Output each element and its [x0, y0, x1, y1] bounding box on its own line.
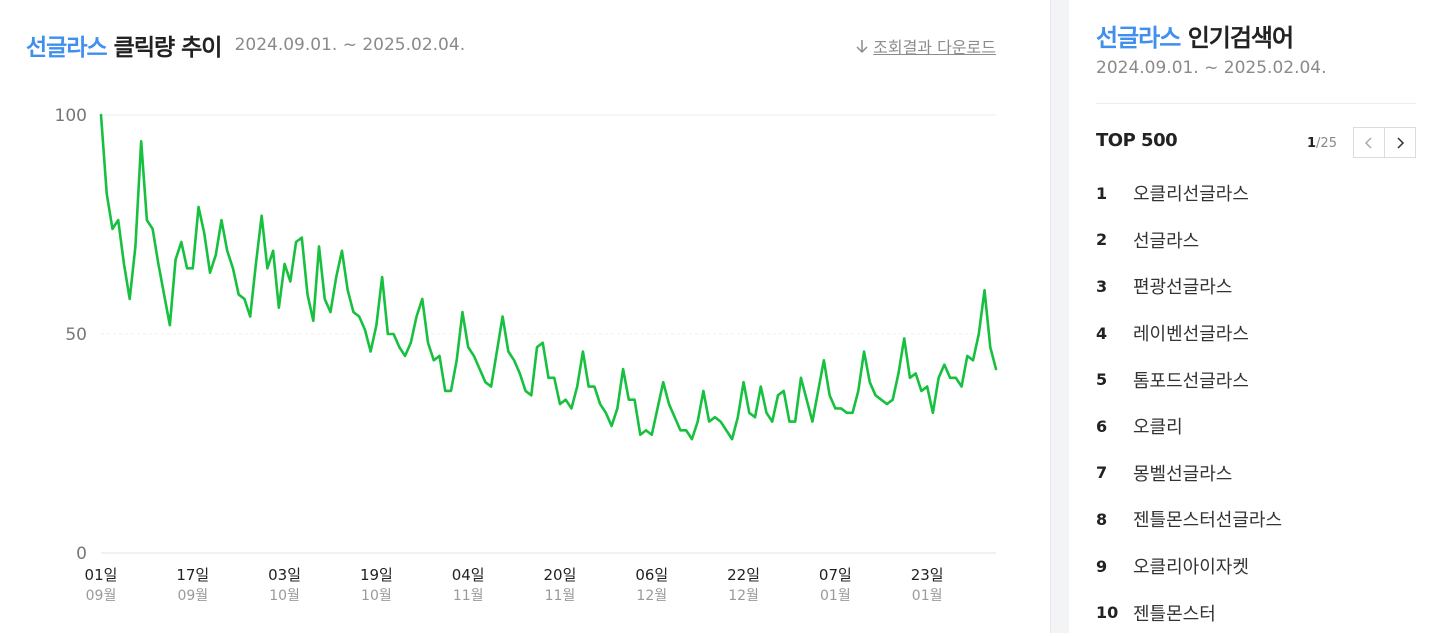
x-tick-month: 12월	[636, 588, 667, 604]
rank-title: 선글라스 인기검색어	[1096, 18, 1294, 53]
rank-number: 8	[1096, 509, 1108, 529]
rank-item-8[interactable]: 8 젠틀몬스터선글라스	[1096, 496, 1282, 543]
rank-number: 2	[1096, 230, 1108, 250]
rank-keyword-text: 레이벤선글라스	[1133, 324, 1249, 346]
rank-keyword-text: 오클리아이자켓	[1133, 557, 1249, 579]
x-tick-day: 07일	[819, 566, 852, 584]
grid-lines	[101, 114, 996, 554]
rank-number: 5	[1096, 370, 1108, 390]
rank-keyword-text: 톰포드선글라스	[1133, 370, 1249, 392]
x-tick-day: 17일	[176, 566, 209, 584]
x-axis-ticks: 01일 09월 17일 09월 03일 10월 19일 10월 04일 11월 20일 11월 06일 1…	[85, 566, 944, 604]
panel-divider	[1050, 0, 1069, 633]
x-tick-day: 22일	[727, 566, 760, 584]
x-tick-month: 11월	[453, 588, 484, 604]
x-tick-month: 09월	[86, 588, 117, 604]
prev-page-button[interactable]	[1353, 127, 1385, 158]
series-layer	[99, 113, 998, 441]
page-indicator: 1/25	[1307, 136, 1337, 151]
rank-number: 9	[1096, 556, 1108, 576]
page-total: /25	[1316, 136, 1337, 151]
y-tick-label: 100	[55, 106, 87, 126]
x-tick-month: 10월	[269, 588, 300, 604]
rank-item-4[interactable]: 4 레이벤선글라스	[1096, 310, 1282, 357]
rank-title-suffix: 인기검색어	[1187, 24, 1294, 52]
chart-title: 선글라스 클릭량 추이	[26, 35, 223, 61]
x-tick-month: 10월	[361, 588, 392, 604]
rank-keyword-text: 편광선글라스	[1133, 277, 1233, 299]
y-tick-label: 0	[76, 544, 87, 564]
chart-header: 선글라스 클릭량 추이 2024.09.01. ~ 2025.02.04.	[26, 28, 465, 62]
rank-keyword: 선글라스	[1096, 24, 1181, 52]
rank-number: 6	[1096, 416, 1108, 436]
x-tick-month: 09월	[177, 588, 208, 604]
click-trend-panel: 선글라스 클릭량 추이 2024.09.01. ~ 2025.02.04. 조회…	[26, 28, 998, 604]
y-tick-label: 50	[65, 325, 87, 345]
x-tick-month: 01월	[820, 588, 851, 604]
rank-number: 3	[1096, 276, 1108, 296]
x-tick-day: 20일	[544, 566, 577, 584]
rank-keyword-text: 몽벨선글라스	[1133, 463, 1233, 485]
click-trend-chart: 0 50 100 01일 09월 17일 09월 03일 10월 19일 10월 04일 11월 20일…	[55, 106, 998, 604]
download-label: 조회결과 다운로드	[873, 38, 996, 57]
rank-number: 7	[1096, 463, 1108, 483]
x-tick-month: 01월	[912, 588, 943, 604]
x-tick-day: 01일	[85, 566, 118, 584]
x-tick-day: 06일	[635, 566, 668, 584]
x-tick-day: 23일	[911, 566, 944, 584]
download-results-link[interactable]: 조회결과 다운로드	[855, 34, 996, 58]
rank-keyword-text: 젠틀몬스터	[1133, 603, 1216, 625]
top-label: TOP 500	[1096, 130, 1178, 151]
rank-number: 4	[1096, 323, 1108, 343]
chart-keyword: 선글라스	[26, 35, 108, 61]
rank-keyword-text: 오클리	[1133, 417, 1183, 439]
rank-period: 2024.09.01. ~ 2025.02.04.	[1096, 58, 1327, 78]
chevron-right-icon	[1397, 137, 1405, 149]
rank-item-2[interactable]: 2 선글라스	[1096, 217, 1282, 264]
y-axis-ticks: 0 50 100	[55, 106, 87, 564]
chart-title-suffix: 클릭량 추이	[113, 35, 223, 61]
rank-keyword-text: 선글라스	[1133, 230, 1200, 252]
rank-list: 1 오클리선글라스 2 선글라스 3 편광선글라스 4 레이벤선글라스 5 톰포드선글라스…	[1096, 170, 1282, 636]
next-page-button[interactable]	[1384, 127, 1416, 158]
x-tick-day: 04일	[452, 566, 485, 584]
x-tick-day: 03일	[268, 566, 301, 584]
x-tick-month: 11월	[545, 588, 576, 604]
rank-divider	[1096, 103, 1416, 104]
rank-item-7[interactable]: 7 몽벨선글라스	[1096, 450, 1282, 497]
x-tick-day: 19일	[360, 566, 393, 584]
rank-keyword-text: 오클리선글라스	[1133, 184, 1249, 206]
popular-keywords-panel: 선글라스 인기검색어 2024.09.01. ~ 2025.02.04. TOP…	[1069, 0, 1434, 633]
rank-keyword-text: 젠틀몬스터선글라스	[1133, 510, 1283, 532]
rank-item-9[interactable]: 9 오클리아이자켓	[1096, 543, 1282, 590]
download-icon	[856, 40, 868, 54]
rank-item-3[interactable]: 3 편광선글라스	[1096, 263, 1282, 310]
chart-period: 2024.09.01. ~ 2025.02.04.	[234, 35, 466, 55]
series-line	[99, 113, 998, 441]
rank-item-6[interactable]: 6 오클리	[1096, 403, 1282, 450]
x-tick-month: 12월	[728, 588, 759, 604]
chevron-left-icon	[1364, 137, 1372, 149]
rank-item-1[interactable]: 1 오클리선글라스	[1096, 170, 1282, 217]
rank-item-10[interactable]: 10 젠틀몬스터	[1096, 589, 1282, 636]
rank-number: 1	[1096, 183, 1108, 203]
rank-number: 10	[1096, 603, 1119, 623]
rank-item-5[interactable]: 5 톰포드선글라스	[1096, 356, 1282, 403]
page-current: 1	[1307, 136, 1317, 151]
